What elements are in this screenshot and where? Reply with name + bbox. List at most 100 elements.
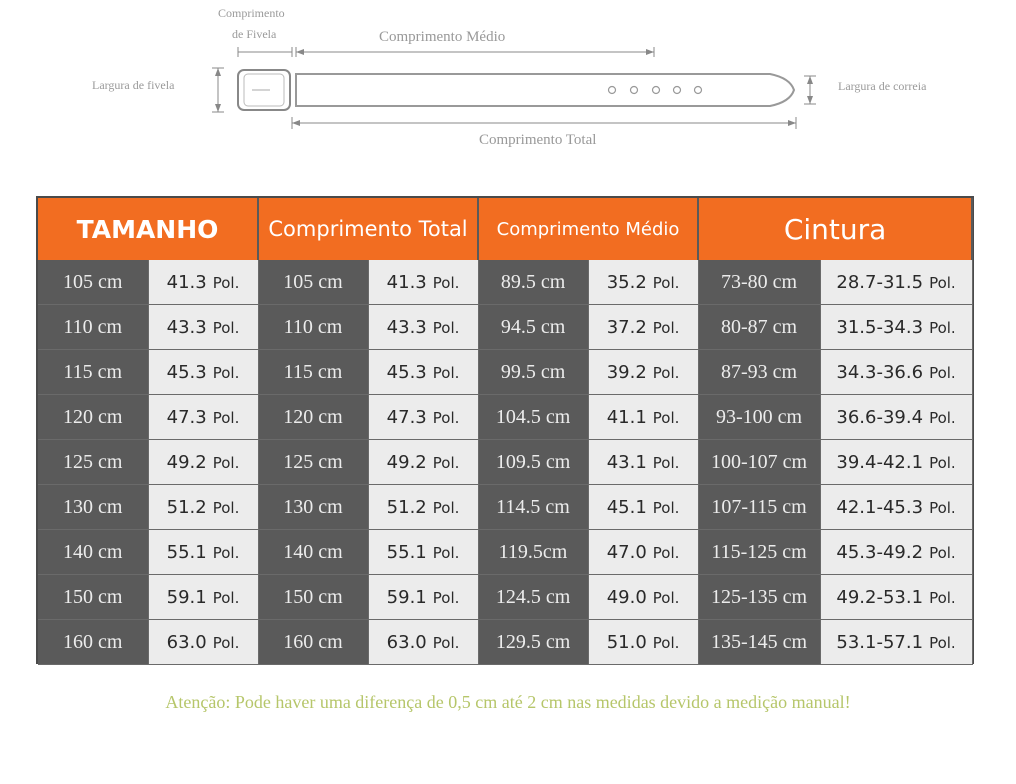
inch-value: 39.4-42.1 bbox=[836, 451, 924, 473]
inch-value: 49.2 bbox=[166, 451, 207, 473]
unit-label: Pol. bbox=[432, 273, 460, 292]
inch-value: 47.3 bbox=[386, 406, 427, 428]
unit-label: Pol. bbox=[929, 633, 956, 652]
hole bbox=[651, 85, 661, 95]
inch-value: 37.2 bbox=[606, 316, 647, 338]
inch-value: 39.2 bbox=[606, 361, 647, 383]
unit-label: Pol. bbox=[929, 273, 956, 292]
waist-pol-cell: 39.4-42.1 Pol. bbox=[820, 439, 973, 485]
total-cm-cell: 105 cm bbox=[258, 260, 369, 305]
inch-value: 63.0 bbox=[166, 631, 207, 653]
inch-value: 41.1 bbox=[606, 406, 647, 428]
waist-pol-cell: 49.2-53.1 Pol. bbox=[820, 574, 973, 620]
waist-cm-cell: 80-87 cm bbox=[698, 304, 821, 350]
inch-value: 59.1 bbox=[386, 586, 427, 608]
total-cm-cell: 130 cm bbox=[258, 484, 369, 530]
unit-label: Pol. bbox=[929, 318, 956, 337]
unit-label: Pol. bbox=[212, 273, 240, 292]
unit-label: Pol. bbox=[432, 543, 460, 562]
medium-pol-cell: 51.0 Pol. bbox=[588, 619, 699, 665]
inch-value: 49.0 bbox=[606, 586, 647, 608]
inch-value: 34.3-36.6 bbox=[836, 361, 924, 383]
inch-value: 49.2-53.1 bbox=[836, 586, 924, 608]
inch-value: 35.2 bbox=[606, 271, 647, 293]
unit-label: Pol. bbox=[652, 318, 680, 337]
hole bbox=[607, 85, 617, 95]
unit-label: Pol. bbox=[929, 498, 956, 517]
unit-label: Pol. bbox=[432, 633, 460, 652]
size-pol-cell: 43.3 Pol. bbox=[148, 304, 259, 350]
inch-value: 28.7-31.5 bbox=[836, 271, 924, 293]
medium-pol-cell: 39.2 Pol. bbox=[588, 349, 699, 395]
size-cm-cell: 125 cm bbox=[38, 439, 149, 485]
unit-label: Pol. bbox=[432, 363, 460, 382]
waist-pol-cell: 31.5-34.3 Pol. bbox=[820, 304, 973, 350]
inch-value: 53.1-57.1 bbox=[836, 631, 924, 653]
medium-cm-cell: 109.5 cm bbox=[478, 439, 589, 485]
medium-pol-cell: 41.1 Pol. bbox=[588, 394, 699, 440]
inch-value: 45.3 bbox=[386, 361, 427, 383]
unit-label: Pol. bbox=[652, 588, 680, 607]
unit-label: Pol. bbox=[652, 543, 680, 562]
buckle-length-label-line2: de Fivela bbox=[232, 27, 277, 41]
total-cm-cell: 140 cm bbox=[258, 529, 369, 575]
total-cm-cell: 160 cm bbox=[258, 619, 369, 665]
total-pol-cell: 55.1 Pol. bbox=[368, 529, 479, 575]
inch-value: 36.6-39.4 bbox=[836, 406, 924, 428]
unit-label: Pol. bbox=[432, 318, 460, 337]
size-table: TAMANHO Comprimento Total Comprimento Mé… bbox=[36, 196, 974, 665]
waist-cm-cell: 93-100 cm bbox=[698, 394, 821, 440]
buckle-shape bbox=[237, 69, 291, 111]
unit-label: Pol. bbox=[652, 273, 680, 292]
unit-label: Pol. bbox=[929, 588, 956, 607]
size-pol-cell: 55.1 Pol. bbox=[148, 529, 259, 575]
inch-value: 45.3 bbox=[166, 361, 207, 383]
size-pol-cell: 41.3 Pol. bbox=[148, 260, 259, 305]
inch-value: 43.3 bbox=[386, 316, 427, 338]
inch-value: 41.3 bbox=[166, 271, 207, 293]
medium-pol-cell: 43.1 Pol. bbox=[588, 439, 699, 485]
unit-label: Pol. bbox=[212, 408, 240, 427]
medium-cm-cell: 119.5cm bbox=[478, 529, 589, 575]
buckle-length-label-line1: Comprimento bbox=[218, 6, 285, 20]
unit-label: Pol. bbox=[432, 408, 460, 427]
waist-pol-cell: 36.6-39.4 Pol. bbox=[820, 394, 973, 440]
size-pol-cell: 51.2 Pol. bbox=[148, 484, 259, 530]
medium-pol-cell: 35.2 Pol. bbox=[588, 260, 699, 305]
table-row: 115 cm 45.3 Pol. 115 cm 45.3 Pol. 99.5 cm 39.2 P… bbox=[38, 349, 973, 395]
total-pol-cell: 43.3 Pol. bbox=[368, 304, 479, 350]
unit-label: Pol. bbox=[212, 453, 240, 472]
medium-length-label: Comprimento Médio bbox=[379, 29, 506, 45]
size-pol-cell: 45.3 Pol. bbox=[148, 349, 259, 395]
inch-value: 51.2 bbox=[166, 496, 207, 518]
medium-cm-cell: 114.5 cm bbox=[478, 484, 589, 530]
inch-value: 55.1 bbox=[166, 541, 207, 563]
inch-value: 59.1 bbox=[166, 586, 207, 608]
unit-label: Pol. bbox=[212, 633, 240, 652]
table-row: 150 cm 59.1 Pol. 150 cm 59.1 Pol. 124.5 cm 49.0… bbox=[38, 574, 973, 620]
table-row: 105 cm 41.3 Pol. 105 cm 41.3 Pol. 89.5 cm 35.2 P… bbox=[38, 260, 973, 305]
total-pol-cell: 41.3 Pol. bbox=[368, 260, 479, 305]
unit-label: Pol. bbox=[652, 498, 680, 517]
medium-pol-cell: 49.0 Pol. bbox=[588, 574, 699, 620]
table-row: 160 cm 63.0 Pol. 160 cm 63.0 Pol. 129.5 cm 51.0… bbox=[38, 619, 973, 665]
unit-label: Pol. bbox=[432, 588, 460, 607]
unit-label: Pol. bbox=[652, 633, 680, 652]
inch-value: 41.3 bbox=[386, 271, 427, 293]
unit-label: Pol. bbox=[212, 498, 240, 517]
unit-label: Pol. bbox=[212, 543, 240, 562]
header-waist: Cintura bbox=[698, 198, 974, 260]
size-table-grid: TAMANHO Comprimento Total Comprimento Mé… bbox=[38, 198, 974, 665]
unit-label: Pol. bbox=[432, 498, 460, 517]
inch-value: 45.3-49.2 bbox=[836, 541, 924, 563]
waist-pol-cell: 34.3-36.6 Pol. bbox=[820, 349, 973, 395]
strap-width-label: Largura de correia bbox=[838, 79, 927, 93]
inch-value: 47.0 bbox=[606, 541, 647, 563]
header-medium-length: Comprimento Médio bbox=[478, 198, 700, 260]
size-cm-cell: 150 cm bbox=[38, 574, 149, 620]
waist-cm-cell: 73-80 cm bbox=[698, 260, 821, 305]
belt-diagram: Comprimento de Fivela Comprimento Médio … bbox=[0, 0, 1016, 160]
size-pol-cell: 47.3 Pol. bbox=[148, 394, 259, 440]
size-cm-cell: 115 cm bbox=[38, 349, 149, 395]
waist-pol-cell: 53.1-57.1 Pol. bbox=[820, 619, 973, 665]
